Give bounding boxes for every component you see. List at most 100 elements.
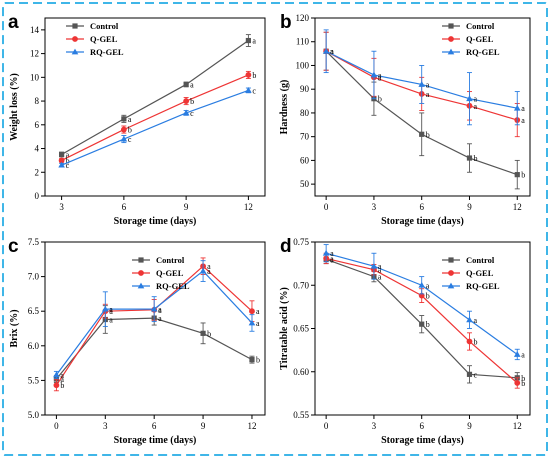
data-point: [58, 161, 65, 168]
data-point: [199, 267, 207, 274]
y-tick-label: 80: [300, 108, 310, 118]
significance-label: a: [158, 306, 162, 315]
significance-label: a: [473, 102, 477, 111]
significance-label: b: [521, 171, 525, 180]
legend-label: Control: [90, 21, 119, 31]
data-point: [419, 131, 425, 137]
significance-label: a: [426, 281, 430, 290]
legend-swatch-marker: [448, 270, 454, 276]
y-axis-label: Titratable acid (%): [279, 287, 290, 370]
panel-letter-a: a: [8, 12, 19, 33]
legend-swatch-marker: [448, 23, 454, 29]
significance-label: c: [128, 135, 132, 144]
legend-label: RQ-GEL: [90, 47, 124, 57]
x-tick-label: 12: [513, 202, 522, 212]
legend-label: Q-GEL: [90, 34, 118, 44]
significance-label: a: [378, 73, 382, 82]
y-tick-label: 50: [300, 179, 310, 189]
significance-label: a: [473, 95, 477, 104]
significance-label: b: [426, 130, 430, 139]
significance-label: a: [378, 273, 382, 282]
x-tick-label: 0: [54, 421, 59, 431]
x-tick-label: 3: [372, 421, 377, 431]
significance-label: b: [521, 379, 525, 388]
series-q-gel: b b b b: [58, 70, 256, 165]
data-point: [513, 351, 521, 357]
significance-label: a: [158, 305, 162, 314]
x-tick-label: 9: [201, 421, 206, 431]
panel-d: d 0 3 6 9 12 0.55 0.60 0.65 0.70 0.75 Storage time …: [279, 236, 531, 446]
legend-label: Q-GEL: [466, 268, 494, 278]
y-tick-label: 6.0: [28, 341, 40, 351]
legend-swatch-marker: [447, 282, 455, 289]
significance-label: c: [252, 86, 256, 95]
data-point: [245, 86, 252, 93]
data-point: [53, 376, 60, 382]
data-point: [121, 116, 127, 122]
legend: Control Q-GEL RQ-GEL: [132, 255, 190, 291]
y-tick-label: 5.0: [28, 410, 40, 420]
series-line: [61, 74, 249, 161]
legend-swatch-marker: [138, 257, 144, 263]
x-tick-label: 3: [372, 202, 377, 212]
data-point: [514, 172, 520, 178]
significance-label: a: [109, 305, 113, 314]
data-point: [245, 37, 251, 44]
legend-swatch-marker: [137, 282, 145, 289]
series-line: [61, 89, 249, 166]
legend-swatch-marker: [72, 36, 78, 42]
y-tick-label: 5.5: [28, 375, 40, 385]
data-point: [514, 380, 521, 386]
x-axis-label: Storage time (days): [114, 216, 197, 227]
significance-label: a: [378, 71, 382, 80]
x-tick-label: 6: [122, 202, 127, 212]
series-rq-gel: c c c c: [58, 86, 256, 170]
legend-label: Control: [466, 21, 495, 31]
y-tick-label: 100: [296, 60, 310, 70]
panel-c: c 0 3 6 9 12 5.0 5.5 6.0 6.5 7.0 7.5 Storage time (d…: [8, 236, 266, 446]
significance-label: b: [207, 329, 211, 338]
significance-label: a: [109, 307, 113, 316]
data-point: [183, 98, 190, 104]
significance-label: a: [521, 104, 525, 113]
y-tick-label: 0.60: [293, 367, 309, 377]
legend: Control Q-GEL RQ-GEL: [66, 21, 124, 57]
significance-label: b: [521, 374, 525, 383]
legend-swatch-marker: [448, 36, 454, 42]
legend-label: Control: [466, 255, 495, 265]
data-point: [248, 319, 256, 326]
significance-label: a: [378, 262, 382, 271]
data-point: [466, 316, 473, 323]
significance-label: b: [190, 97, 194, 106]
y-tick-label: 0.65: [293, 324, 309, 334]
x-tick-label: 6: [152, 421, 157, 431]
y-tick-label: 14: [30, 25, 40, 35]
y-tick-label: 6: [35, 120, 40, 130]
significance-label: b: [378, 95, 382, 104]
data-point: [53, 382, 60, 389]
significance-label: a: [158, 314, 162, 323]
legend: Control Q-GEL RQ-GEL: [442, 255, 500, 291]
significance-label: a: [128, 115, 132, 124]
data-point: [418, 81, 426, 87]
significance-label: a: [330, 47, 334, 56]
significance-label: a: [190, 80, 194, 89]
data-point: [53, 371, 60, 378]
legend-label: RQ-GEL: [466, 281, 500, 291]
significance-label: a: [252, 37, 256, 46]
x-axis-label: Storage time (days): [381, 435, 464, 446]
series-control: a a a a: [59, 34, 256, 159]
significance-label: b: [426, 320, 430, 329]
significance-label: a: [473, 316, 477, 325]
legend-label: RQ-GEL: [466, 47, 500, 57]
significance-label: b: [252, 71, 256, 80]
data-point: [183, 81, 189, 88]
data-point: [249, 357, 255, 363]
y-axis-label: Hardness (g): [279, 80, 290, 135]
x-tick-label: 12: [244, 202, 253, 212]
y-tick-label: 90: [300, 84, 310, 94]
data-point: [418, 281, 426, 288]
significance-label: c: [473, 370, 477, 379]
significance-label: b: [66, 156, 70, 165]
